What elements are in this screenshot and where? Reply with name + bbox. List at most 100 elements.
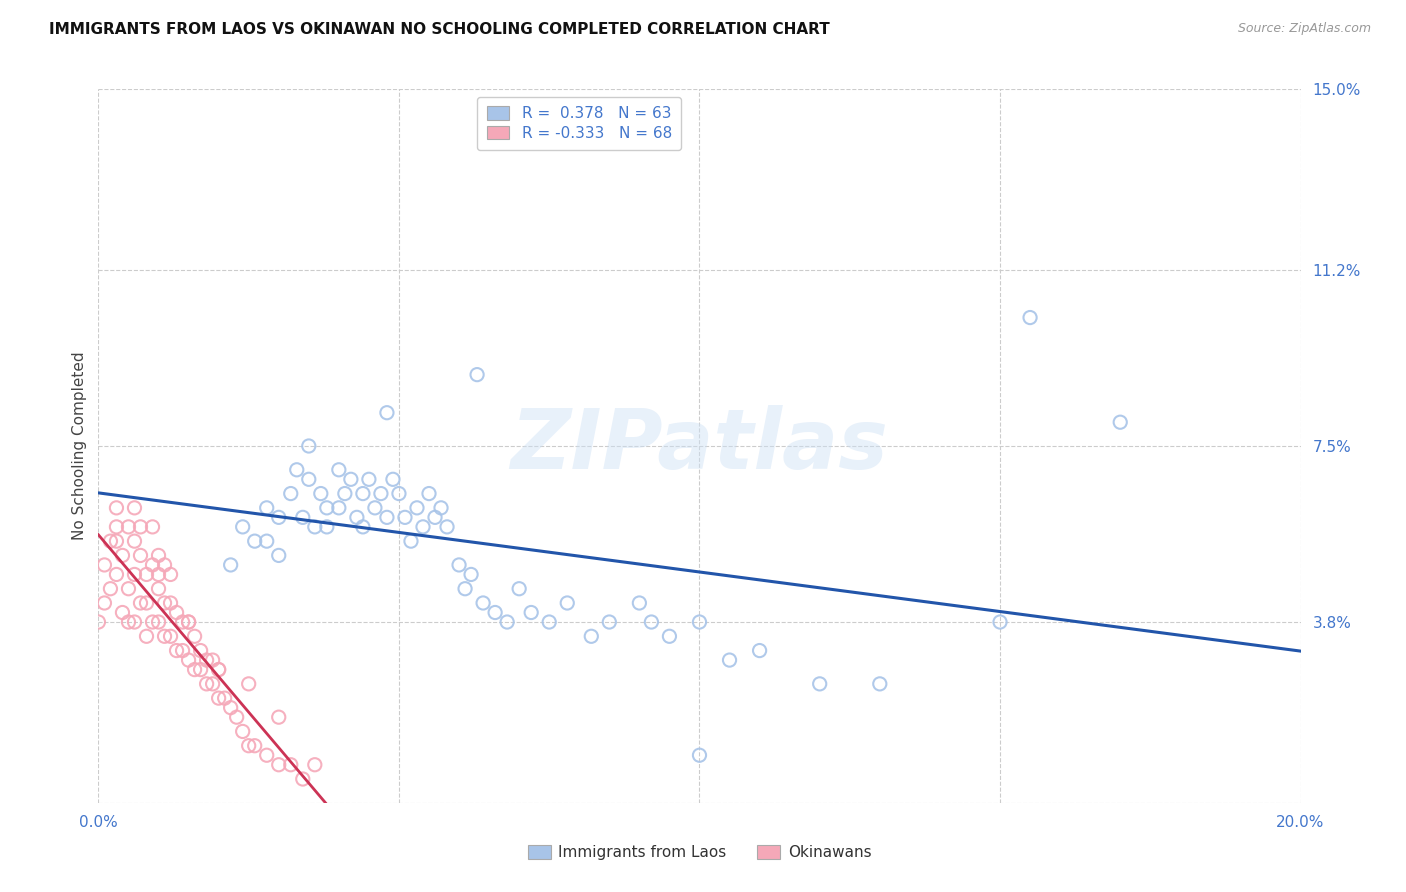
Point <box>117 520 139 534</box>
Point <box>658 629 681 643</box>
Point <box>484 606 506 620</box>
Point <box>357 472 380 486</box>
Point <box>581 629 603 643</box>
Point <box>129 596 152 610</box>
Point <box>190 663 212 677</box>
Point <box>472 596 495 610</box>
Point <box>291 510 314 524</box>
Point <box>555 596 578 610</box>
Point <box>508 582 530 596</box>
Point <box>124 615 146 629</box>
Point <box>267 510 290 524</box>
Point <box>105 520 128 534</box>
Point <box>465 368 488 382</box>
Point <box>238 677 260 691</box>
Point <box>124 567 146 582</box>
Point <box>166 643 188 657</box>
Point <box>689 615 711 629</box>
Point <box>267 757 290 772</box>
Point <box>153 629 176 643</box>
Point <box>328 500 350 515</box>
Point <box>454 582 477 596</box>
Point <box>352 486 374 500</box>
Point <box>346 510 368 524</box>
Point <box>232 724 254 739</box>
Point <box>208 663 231 677</box>
Point <box>298 472 321 486</box>
Point <box>256 534 278 549</box>
Point <box>159 629 181 643</box>
Point <box>195 653 218 667</box>
Text: Source: ZipAtlas.com: Source: ZipAtlas.com <box>1237 22 1371 36</box>
Point <box>117 582 139 596</box>
Point <box>153 596 176 610</box>
Point <box>135 629 157 643</box>
Point <box>418 486 440 500</box>
Point <box>105 500 128 515</box>
Y-axis label: No Schooling Completed: No Schooling Completed <box>72 351 87 541</box>
Point <box>381 472 404 486</box>
Point <box>280 757 302 772</box>
Point <box>225 710 247 724</box>
Text: IMMIGRANTS FROM LAOS VS OKINAWAN NO SCHOOLING COMPLETED CORRELATION CHART: IMMIGRANTS FROM LAOS VS OKINAWAN NO SCHO… <box>49 22 830 37</box>
Point <box>1109 415 1132 429</box>
Point <box>148 567 170 582</box>
Point <box>309 486 332 500</box>
Point <box>111 549 134 563</box>
Point <box>256 748 278 763</box>
Point <box>148 582 170 596</box>
Point <box>159 567 181 582</box>
Point <box>100 582 122 596</box>
Point <box>748 643 770 657</box>
Point <box>520 606 543 620</box>
Point <box>129 549 152 563</box>
Point <box>689 748 711 763</box>
Point <box>375 510 398 524</box>
Point <box>166 606 188 620</box>
Point <box>430 500 453 515</box>
Point <box>124 534 146 549</box>
Point <box>640 615 662 629</box>
Point <box>340 472 363 486</box>
Point <box>135 596 157 610</box>
Point <box>628 596 651 610</box>
Point <box>93 558 115 572</box>
Point <box>436 520 458 534</box>
Point <box>177 615 200 629</box>
Legend: Immigrants from Laos, Okinawans: Immigrants from Laos, Okinawans <box>522 839 877 866</box>
Point <box>406 500 429 515</box>
Point <box>412 520 434 534</box>
Point <box>100 534 122 549</box>
Point <box>460 567 482 582</box>
Point <box>352 520 374 534</box>
Point <box>496 615 519 629</box>
Point <box>447 558 470 572</box>
Point <box>399 534 422 549</box>
Point <box>111 606 134 620</box>
Point <box>333 486 356 500</box>
Point <box>538 615 561 629</box>
Point <box>172 643 194 657</box>
Point <box>423 510 446 524</box>
Point <box>285 463 308 477</box>
Point <box>243 739 266 753</box>
Point <box>243 534 266 549</box>
Point <box>105 567 128 582</box>
Point <box>183 629 205 643</box>
Point <box>208 663 231 677</box>
Point <box>328 463 350 477</box>
Point <box>159 596 181 610</box>
Point <box>298 439 321 453</box>
Point <box>238 739 260 753</box>
Point <box>219 558 242 572</box>
Point <box>190 643 212 657</box>
Point <box>141 615 163 629</box>
Point <box>267 710 290 724</box>
Point <box>232 520 254 534</box>
Point <box>141 520 163 534</box>
Point <box>172 615 194 629</box>
Point <box>214 691 236 706</box>
Point <box>315 500 337 515</box>
Point <box>124 500 146 515</box>
Point <box>129 520 152 534</box>
